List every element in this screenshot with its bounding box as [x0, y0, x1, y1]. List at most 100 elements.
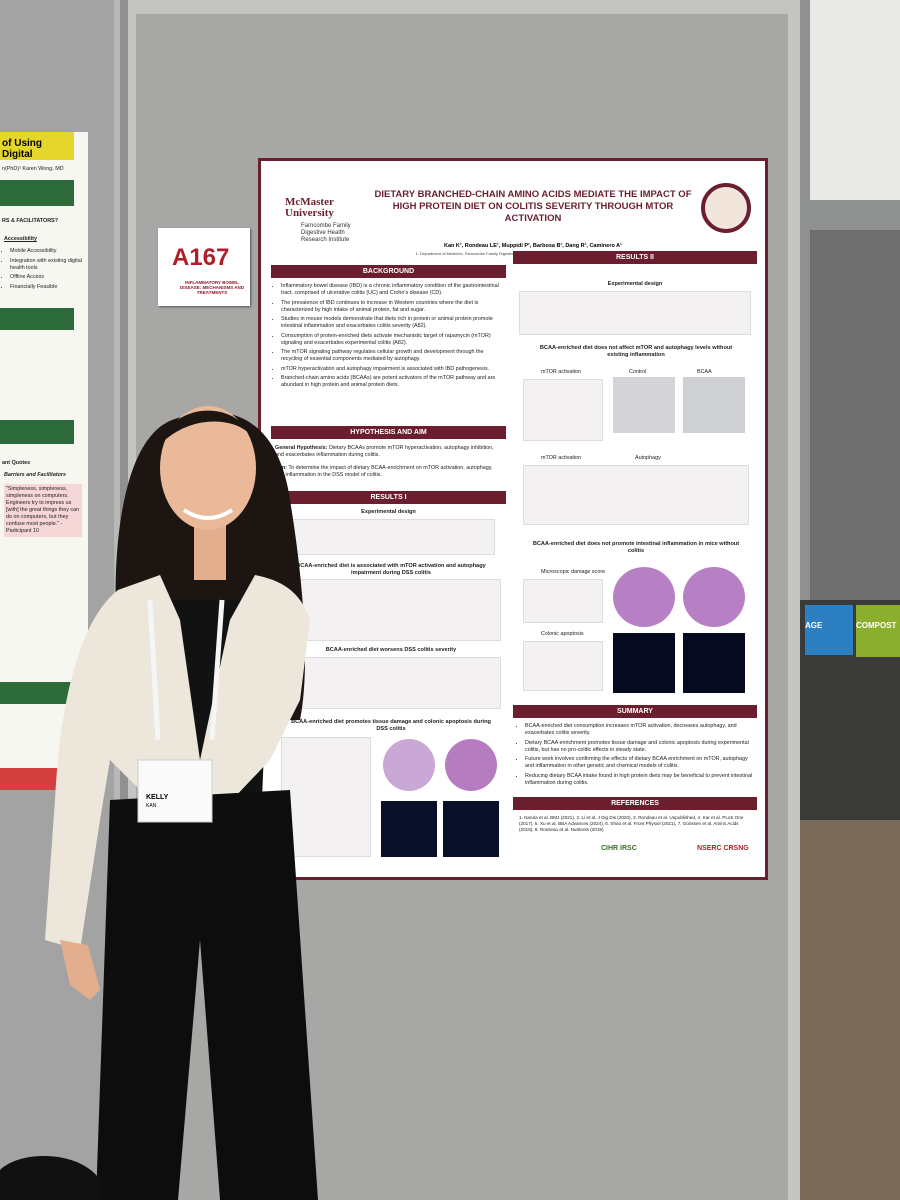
subheading: Experimental design	[361, 509, 416, 515]
hypothesis-label: General Hypothesis:	[275, 445, 328, 451]
bullet-list: Mobile Accessibility Integration with exi…	[2, 248, 82, 291]
figure	[523, 465, 749, 525]
badge-name: KELLY	[146, 794, 169, 801]
booth-label: A167 INFLAMMATORY BOWEL DISEASE: MECHANI…	[158, 228, 250, 306]
left-band	[0, 420, 74, 444]
face	[160, 406, 256, 530]
list-item: mTOR hyperactivation and autophagy impai…	[281, 366, 505, 373]
figure-label: Autophagy	[635, 455, 661, 461]
list-item: Integration with existing digital health…	[10, 258, 82, 272]
histology-image	[383, 739, 435, 791]
figure-label: mTOR activation	[541, 369, 582, 375]
list-item: Mobile Accessibility	[10, 248, 82, 255]
booth-topic: INFLAMMATORY BOWEL DISEASE: MECHANISMS A…	[179, 280, 245, 295]
section-heading: RESULTS II	[513, 251, 757, 264]
histology-image	[445, 739, 497, 791]
panel-title: BCAA-enriched diet does not promote inte…	[532, 541, 740, 554]
subheading: Experimental design	[607, 281, 663, 287]
figure	[523, 641, 603, 691]
timeline-figure	[285, 519, 495, 555]
section-heading: RESULTS I	[271, 491, 506, 504]
funder-logo: NSERC CRSNG	[697, 845, 749, 852]
section-heading: SUMMARY	[513, 705, 757, 718]
list-item: Studies in mouse models demonstrate that…	[281, 316, 505, 330]
booth-number: A167	[172, 244, 230, 271]
figure	[523, 379, 603, 441]
name-badge	[137, 759, 213, 823]
aim-text: To determine the impact of dietary BCAA-…	[275, 465, 493, 478]
authors: Kan K¹, Rondeau LE¹, Muppidi P¹, Barbosa…	[444, 243, 622, 249]
left-title: of Using Digital	[0, 132, 74, 160]
histology-image	[613, 567, 675, 627]
figure-label: Control	[629, 369, 647, 375]
fluorescence-image	[613, 633, 675, 693]
list-item: Offline Access	[10, 274, 82, 281]
left-heading: RS & FACILITATORS?	[2, 218, 58, 224]
left-band	[0, 180, 74, 206]
list-item: The mTOR signaling pathway regulates cel…	[281, 349, 505, 363]
poster-title: DIETARY BRANCHED-CHAIN AMINO ACIDS MEDIA…	[374, 189, 692, 224]
summary-list: BCAA-enriched diet consumption increases…	[517, 723, 755, 789]
figure-label: BCAA	[697, 369, 712, 375]
list-item: Inflammatory bowel disease (IBD) is a ch…	[281, 283, 505, 297]
figure	[281, 657, 501, 709]
floor	[800, 820, 900, 1200]
tissue-image	[613, 377, 675, 433]
tile-wall	[810, 230, 900, 610]
logo	[701, 183, 751, 233]
left-poster: of Using Digital n(PhD)¹ Karen Wong, MD …	[0, 132, 88, 790]
panel-title: BCAA-enriched diet worsens DSS colitis s…	[325, 647, 457, 653]
bullet-list: Inflammatory bowel disease (IBD) is a ch…	[273, 283, 505, 389]
fluorescence-image	[683, 633, 745, 693]
list-item: Branched-chain amino acids (BCAAs) are p…	[281, 375, 505, 389]
institution: McMaster University	[285, 196, 334, 219]
smile	[182, 508, 234, 520]
figure	[523, 579, 603, 623]
bullet-list: BCAA-enriched diet consumption increases…	[517, 723, 755, 787]
section-heading: REFERENCES	[513, 797, 757, 810]
figure	[281, 579, 501, 641]
list-item: BCAA-enriched diet consumption increases…	[525, 723, 755, 737]
left-authors: n(PhD)¹ Karen Wong, MD	[2, 166, 64, 172]
left-barriers: Barriers and Facilitators	[4, 472, 67, 478]
list-item: Future work involves confirming the effe…	[525, 756, 755, 770]
figure-label: Colonic apoptosis	[541, 631, 584, 637]
list-item: Consumption of protein-enriched diets ac…	[281, 333, 505, 347]
fluorescence-image	[381, 801, 437, 857]
panel-title: BCAA-enriched diet does not affect mTOR …	[539, 345, 733, 358]
list-item: Financially Feasible	[10, 284, 82, 291]
left-band	[0, 308, 74, 330]
left-list: Mobile Accessibility Integration with exi…	[2, 248, 82, 293]
compost-bin: COMPOST	[856, 605, 900, 657]
left-quote: "Simpleness, simpleness, simpleness on c…	[4, 484, 82, 537]
hair-top	[165, 410, 256, 445]
figure-label: mTOR activation	[541, 455, 582, 461]
bag	[0, 1156, 100, 1200]
references: 1. Narula et al. BMJ (2021), 2. Li et al…	[519, 815, 744, 832]
panel-title: BCAA-enriched diet promotes tissue damag…	[291, 719, 491, 732]
figure-label: Microscopic damage score	[541, 569, 606, 575]
poster: McMaster University Farncombe Family Dig…	[258, 158, 768, 880]
left-band	[0, 682, 74, 704]
section-heading: BACKGROUND	[271, 265, 506, 278]
neck	[194, 520, 226, 580]
section-heading: HYPOTHESIS AND AIM	[271, 426, 506, 439]
background-list: Inflammatory bowel disease (IBD) is a ch…	[273, 283, 505, 392]
list-item: The prevalence of IBD continues to incre…	[281, 300, 505, 314]
left-subheading: Accessibility	[4, 236, 37, 242]
list-item: Dietary BCAA enrichment promotes tissue …	[525, 740, 755, 754]
histology-image	[683, 567, 745, 627]
left-quotes-heading: ant Quotes	[2, 460, 31, 466]
hypothesis: General Hypothesis: Dietary BCAAs promot…	[275, 445, 503, 459]
tissue-image	[683, 377, 745, 433]
lanyard	[147, 599, 225, 741]
funder-logo: CIHR IRSC	[601, 845, 637, 852]
white-wall	[810, 0, 900, 200]
institute: Farncombe Family Digestive Health Resear…	[301, 223, 351, 243]
list-item: Reducing dietary BCAA intake found in hi…	[525, 773, 755, 787]
trousers	[96, 790, 318, 1200]
badge-surname: KAN	[146, 803, 157, 809]
timeline-figure	[519, 291, 751, 335]
